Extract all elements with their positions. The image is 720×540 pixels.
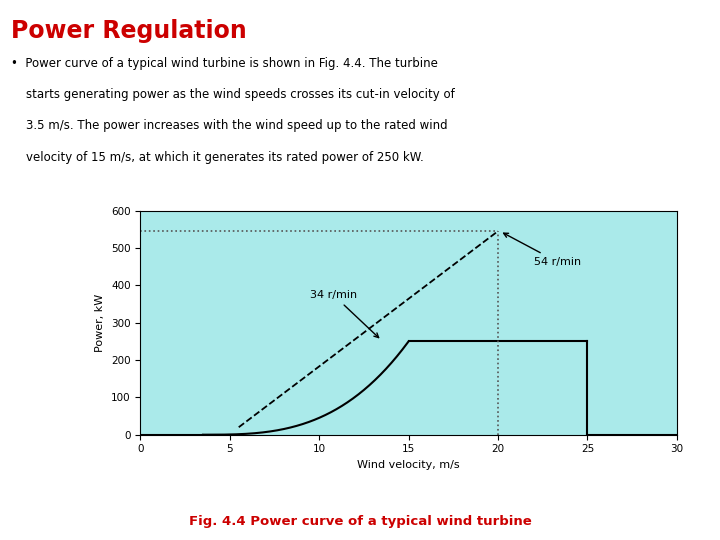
Y-axis label: Power, kW: Power, kW xyxy=(96,294,106,352)
Text: velocity of 15 m/s, at which it generates its rated power of 250 kW.: velocity of 15 m/s, at which it generate… xyxy=(11,151,423,164)
Text: starts generating power as the wind speeds crosses its cut-in velocity of: starts generating power as the wind spee… xyxy=(11,88,454,101)
Text: •  Power curve of a typical wind turbine is shown in Fig. 4.4. The turbine: • Power curve of a typical wind turbine … xyxy=(11,57,438,70)
Text: 34 r/min: 34 r/min xyxy=(310,291,379,338)
Text: 3.5 m/s. The power increases with the wind speed up to the rated wind: 3.5 m/s. The power increases with the wi… xyxy=(11,119,447,132)
Text: 54 r/min: 54 r/min xyxy=(503,233,581,267)
Text: Fig. 4.4 Power curve of a typical wind turbine: Fig. 4.4 Power curve of a typical wind t… xyxy=(189,515,531,528)
Text: Power Regulation: Power Regulation xyxy=(11,19,246,43)
X-axis label: Wind velocity, m/s: Wind velocity, m/s xyxy=(357,460,460,470)
